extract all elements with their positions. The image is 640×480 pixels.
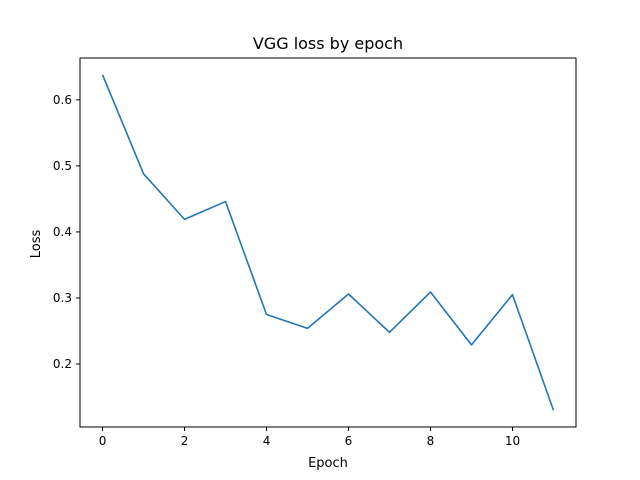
x-tick-label: 4 (263, 434, 271, 448)
x-tick-label: 0 (99, 434, 107, 448)
x-tick-label: 2 (181, 434, 189, 448)
y-tick-label: 0.4 (53, 225, 72, 239)
chart-title: VGG loss by epoch (253, 34, 403, 53)
series-line-0 (101, 74, 555, 411)
x-tick-label: 6 (345, 434, 353, 448)
y-tick-label: 0.3 (53, 291, 72, 305)
y-tick-label: 0.2 (53, 357, 72, 371)
plot-frame (79, 57, 577, 428)
y-tick-label: 0.5 (53, 159, 72, 173)
x-axis-label: Epoch (308, 456, 348, 471)
y-tick-label: 0.6 (53, 93, 72, 107)
x-tick-label: 10 (505, 434, 520, 448)
y-axis-label: Loss (29, 230, 44, 259)
x-tick-label: 8 (427, 434, 435, 448)
plot-area: 0 2 4 6 8 10 0.2 0.3 0.4 0.5 0.6 (53, 57, 577, 448)
